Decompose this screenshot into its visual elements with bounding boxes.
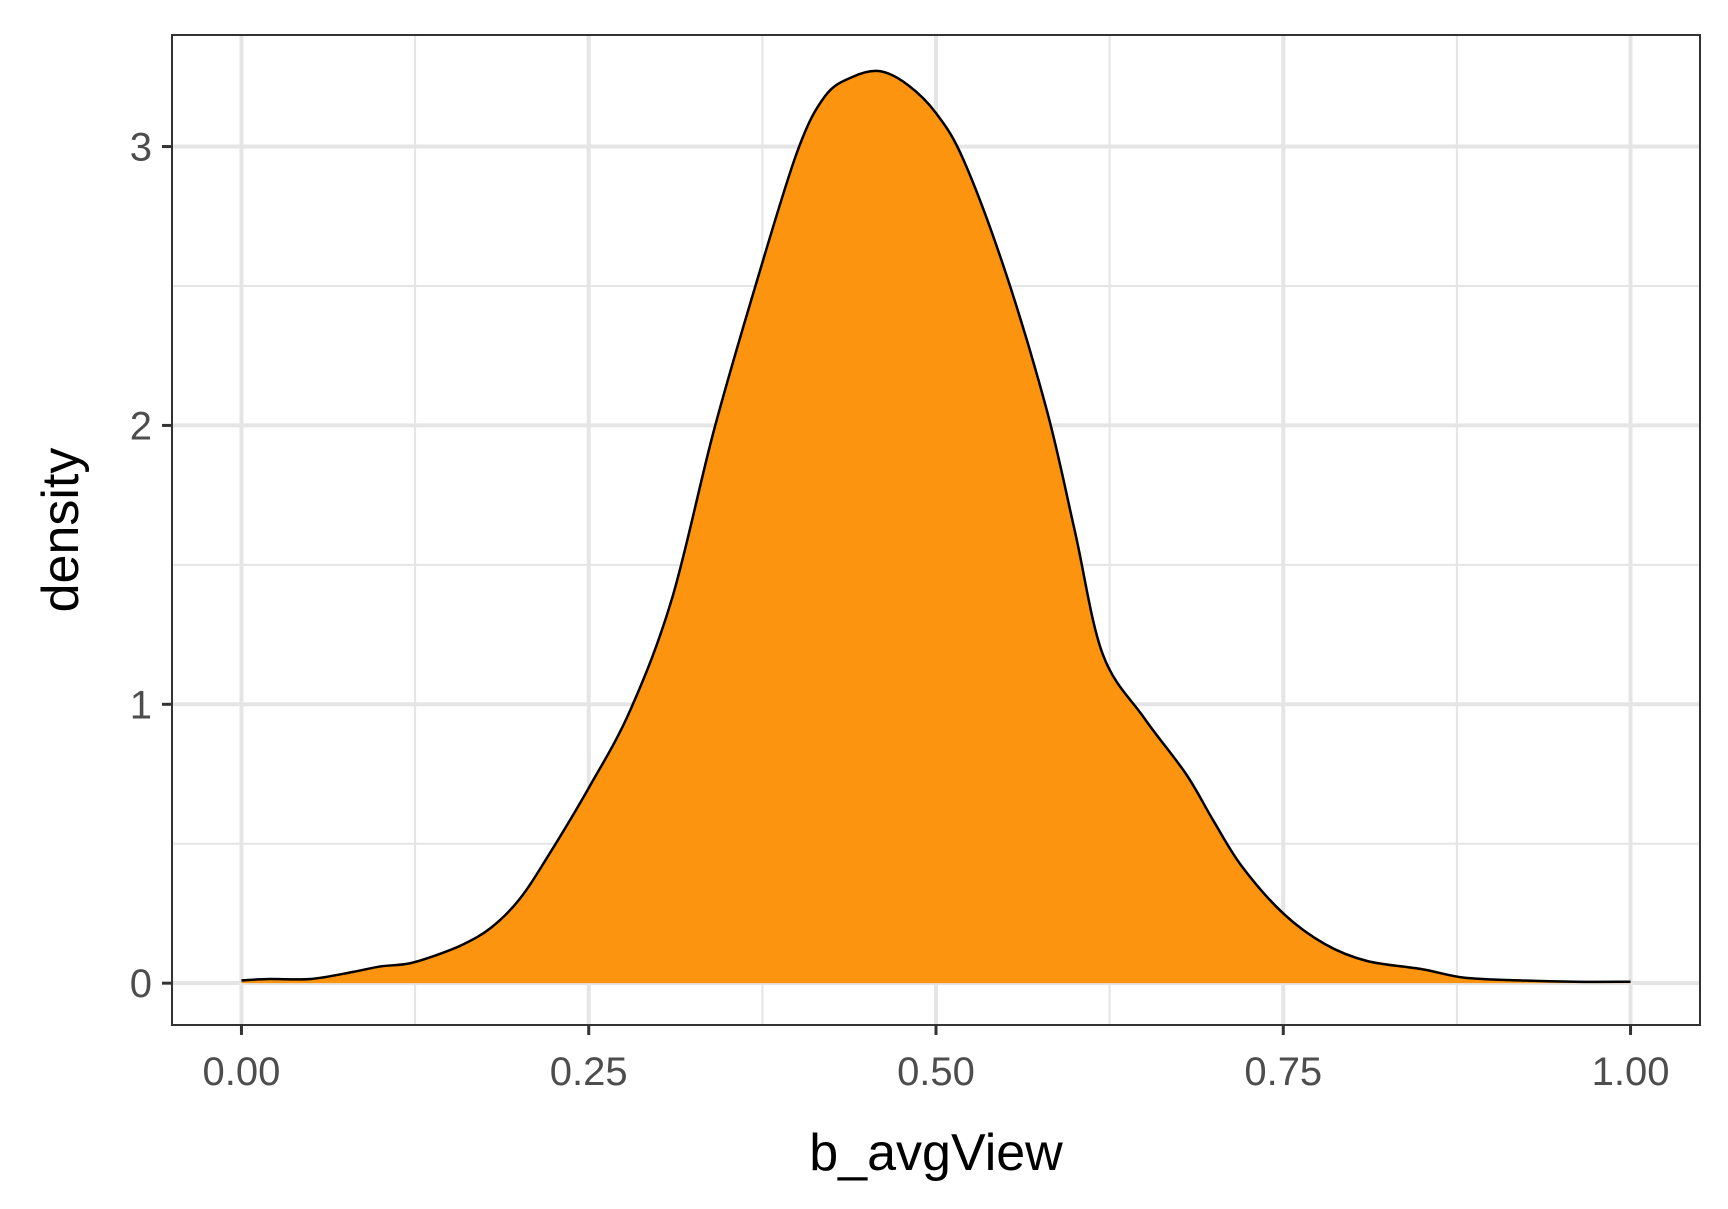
y-tick-label: 2: [130, 404, 152, 448]
y-axis-title: density: [32, 448, 90, 613]
x-axis-ticks: 0.00 0.25 0.50 0.75 1.00: [203, 1025, 1670, 1094]
y-tick-label: 1: [130, 683, 152, 727]
x-axis-title: b_avgView: [809, 1124, 1063, 1182]
x-tick-label: 0.00: [203, 1050, 281, 1094]
density-line: [241, 69, 1631, 984]
x-tick-label: 0.75: [1244, 1050, 1322, 1094]
y-tick-label: 0: [130, 962, 152, 1006]
density-area: [241, 70, 1631, 984]
y-tick-label: 3: [130, 126, 152, 170]
x-tick-label: 1.00: [1592, 1050, 1670, 1094]
x-tick-label: 0.25: [550, 1050, 628, 1094]
y-axis-ticks: 0 1 2 3: [130, 126, 172, 1006]
x-tick-label: 0.50: [897, 1050, 975, 1094]
